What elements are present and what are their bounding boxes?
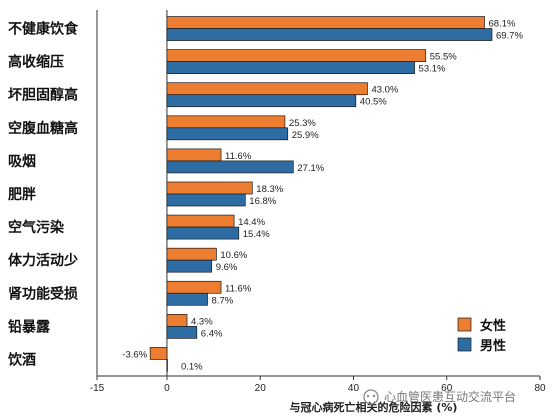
legend-label: 女性 [480,318,506,334]
bar-male [166,326,198,339]
watermark-text: 心血管医患互动交流平台 [384,389,516,404]
bar-male [166,94,357,108]
x-tick-label: 60 [441,383,453,394]
data-label: -3.6% [122,349,147,360]
data-label: 53.1% [419,64,446,75]
bar-male [166,359,168,372]
bar-female [166,115,286,129]
x-tick-label: 40 [348,383,360,394]
data-label: 0.1% [181,361,203,372]
category-label: 体力活动少 [8,252,78,269]
plot-area: 不健康饮食 68.1%69.7%高收缩压 55.5%53.1%坏胆固醇高 43.0%4… [7,10,523,376]
bar-female [166,314,188,327]
data-label: 6.4% [201,328,223,339]
data-label: 68.1% [489,19,516,30]
bar-male [166,292,208,306]
wechat-icon-eye-right [372,394,376,398]
x-tick-label: 0 [164,383,170,394]
category-label: 空气污染 [8,219,65,236]
category-label: 坏胆固醇高 [8,87,78,104]
legend-swatch [457,317,472,332]
bar-female [149,347,168,360]
data-label: 18.3% [256,184,283,195]
category-label: 铅暴露 [7,318,51,335]
bar-female [166,82,368,96]
category-label: 不健康饮食 [8,21,79,38]
data-label: 11.6% [225,151,252,162]
data-label: 25.9% [292,130,319,141]
x-axis: -15 0 20 40 60 80 [90,10,546,394]
bar-male [166,160,294,174]
legend-swatch [457,337,472,352]
data-label: 40.5% [360,97,387,108]
category-label: 肾功能受损 [8,285,78,302]
data-label: 16.8% [249,196,276,207]
x-axis-title: 与冠心病死亡相关的危险因素 (%) [290,400,458,414]
bar-female [166,280,222,294]
legend-label: 男性 [480,338,506,354]
x-tick-label: -15 [90,383,105,394]
wechat-icon [363,389,379,405]
bar-male [166,28,493,41]
data-label: 69.7% [496,31,523,42]
data-label: 43.0% [371,85,398,96]
data-label: 15.4% [243,229,270,240]
x-tick-label: 80 [534,383,546,394]
data-label: 55.5% [430,52,457,63]
category-label: 饮酒 [7,351,36,368]
category-label: 肥胖 [8,186,36,203]
bar-female [166,148,222,162]
bar-male [166,226,240,240]
data-label: 8.7% [212,295,234,306]
bar-male [166,61,415,74]
data-label: 4.3% [191,316,213,327]
data-label: 14.4% [238,217,265,228]
data-label: 25.3% [289,118,316,129]
bar-male [166,127,289,141]
wechat-icon-eye-left [366,394,370,398]
bar-female [166,247,217,261]
bar-male [166,193,246,207]
bar-female [166,214,235,228]
watermark: 心血管医患互动交流平台 [363,389,516,405]
category-label: 空腹血糖高 [8,120,78,137]
bar-female [166,181,253,195]
data-label: 10.6% [220,250,247,261]
x-tick-label: 20 [255,383,267,394]
data-label: 27.1% [297,163,324,174]
bar-female [166,16,485,29]
category-label: 高收缩压 [8,54,64,71]
data-label: 11.6% [225,283,252,294]
bar-male [166,259,213,273]
category-label: 吸烟 [8,154,36,170]
bar-female [166,49,427,62]
data-label: 9.6% [216,262,238,273]
